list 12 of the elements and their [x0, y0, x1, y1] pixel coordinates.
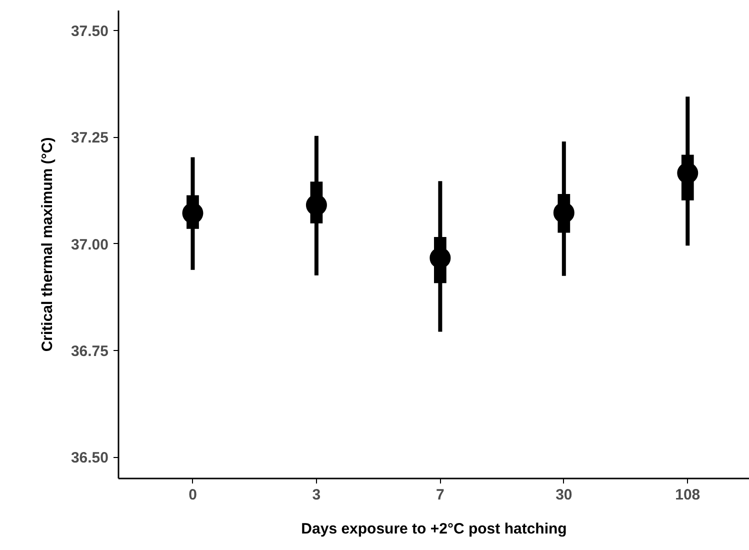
- y-tick-label: 37.50: [70, 23, 109, 40]
- y-tick-label: 36.75: [70, 343, 109, 360]
- x-tick-label: 108: [675, 486, 700, 504]
- x-tick-label: 30: [556, 486, 572, 504]
- x-axis-title: Days exposure to +2°C post hatching: [301, 520, 567, 538]
- y-tick-label: 37.00: [70, 236, 109, 254]
- x-tick-label: 0: [188, 486, 197, 504]
- x-tick-label: 7: [436, 486, 444, 504]
- x-tick-label: 3: [312, 486, 321, 504]
- y-tick-label: 36.50: [70, 450, 109, 467]
- y-axis-title: Critical thermal maximum (°C): [38, 137, 56, 352]
- y-tick-label: 37.25: [70, 130, 109, 147]
